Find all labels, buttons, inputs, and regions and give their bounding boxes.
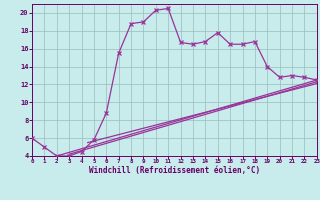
X-axis label: Windchill (Refroidissement éolien,°C): Windchill (Refroidissement éolien,°C): [89, 166, 260, 175]
